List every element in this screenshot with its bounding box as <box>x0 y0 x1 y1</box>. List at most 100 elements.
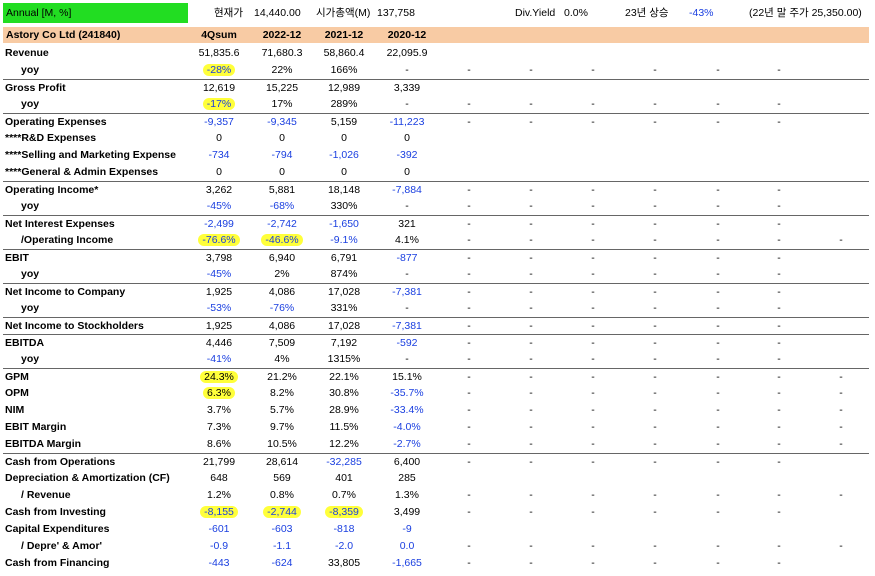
value-cell[interactable]: -734 <box>188 147 250 164</box>
value-cell[interactable]: -17% <box>188 96 250 113</box>
value-cell[interactable]: 17,028 <box>313 318 375 335</box>
value-cell[interactable]: 18,148 <box>313 182 375 199</box>
value-cell[interactable]: -603 <box>251 521 313 538</box>
value-cell[interactable]: -392 <box>376 147 438 164</box>
value-cell[interactable]: 15.1% <box>376 369 438 386</box>
value-cell[interactable]: 22.1% <box>313 369 375 386</box>
value-cell[interactable]: 7.3% <box>188 419 250 436</box>
value-cell[interactable]: 1,925 <box>188 284 250 301</box>
value-cell[interactable]: -32,285 <box>313 454 375 471</box>
value-cell[interactable]: 22,095.9 <box>376 45 438 62</box>
value-cell[interactable]: - <box>376 62 438 79</box>
value-cell[interactable]: 9.7% <box>251 419 313 436</box>
value-cell[interactable]: 6,400 <box>376 454 438 471</box>
value-cell[interactable]: 22% <box>251 62 313 79</box>
value-cell[interactable]: 3,798 <box>188 250 250 267</box>
value-cell[interactable]: 2% <box>251 266 313 283</box>
table-row[interactable]: Operating Income* 3,262 5,881 18,148 -7,884 -… <box>3 181 869 198</box>
value-cell[interactable]: 0 <box>251 130 313 147</box>
value-cell[interactable]: -8,155 <box>188 504 250 521</box>
value-cell[interactable]: - <box>376 96 438 113</box>
value-cell[interactable]: 0 <box>376 164 438 181</box>
value-cell[interactable]: 166% <box>313 62 375 79</box>
value-cell[interactable]: -794 <box>251 147 313 164</box>
value-cell[interactable]: 17,028 <box>313 284 375 301</box>
value-cell[interactable]: 21.2% <box>251 369 313 386</box>
table-row[interactable]: yoy -45% -68% 330% - - - - - - - <box>3 198 869 215</box>
value-cell[interactable]: -76.6% <box>188 232 250 249</box>
value-cell[interactable]: - <box>376 266 438 283</box>
value-cell[interactable]: -9,345 <box>251 114 313 131</box>
period-label[interactable]: Annual [M, %] <box>3 3 188 23</box>
value-cell[interactable]: 11.5% <box>313 419 375 436</box>
value-cell[interactable]: -2.0 <box>313 538 375 555</box>
value-cell[interactable]: 12,619 <box>188 80 250 97</box>
table-row[interactable]: ****R&D Expenses 0 0 0 0 <box>3 130 869 147</box>
table-row[interactable]: Gross Profit 12,619 15,225 12,989 3,339 <box>3 79 869 96</box>
table-row[interactable]: EBIT Margin 7.3% 9.7% 11.5% -4.0% - - - - - - - <box>3 419 869 436</box>
value-cell[interactable]: 0 <box>313 164 375 181</box>
value-cell[interactable]: -1,026 <box>313 147 375 164</box>
value-cell[interactable]: 4,086 <box>251 284 313 301</box>
value-cell[interactable]: -1,650 <box>313 216 375 233</box>
table-row[interactable]: EBITDA Margin 8.6% 10.5% 12.2% -2.7% - - - - - - - <box>3 436 869 453</box>
value-cell[interactable]: -2.7% <box>376 436 438 453</box>
value-cell[interactable]: 4,086 <box>251 318 313 335</box>
value-cell[interactable]: 8.2% <box>251 385 313 402</box>
value-cell[interactable]: 3,499 <box>376 504 438 521</box>
value-cell[interactable]: - <box>376 198 438 215</box>
value-cell[interactable]: 648 <box>188 470 250 487</box>
value-cell[interactable]: 5,881 <box>251 182 313 199</box>
value-cell[interactable]: -68% <box>251 198 313 215</box>
value-cell[interactable]: -2,742 <box>251 216 313 233</box>
value-cell[interactable]: -46.6% <box>251 232 313 249</box>
value-cell[interactable]: 5.7% <box>251 402 313 419</box>
value-cell[interactable]: - <box>376 351 438 368</box>
value-cell[interactable]: -9.1% <box>313 232 375 249</box>
value-cell[interactable]: 321 <box>376 216 438 233</box>
value-cell[interactable]: -7,884 <box>376 182 438 199</box>
value-cell[interactable]: 21,799 <box>188 454 250 471</box>
value-cell[interactable]: -818 <box>313 521 375 538</box>
value-cell[interactable]: -76% <box>251 300 313 317</box>
table-row[interactable]: Net Interest Expenses -2,499 -2,742 -1,650 3… <box>3 215 869 232</box>
value-cell[interactable]: 5,159 <box>313 114 375 131</box>
table-row[interactable]: Cash from Operations 21,799 28,614 -32,285 6… <box>3 453 869 470</box>
value-cell[interactable]: 285 <box>376 470 438 487</box>
table-row[interactable]: yoy -17% 17% 289% - - - - - - - <box>3 96 869 113</box>
value-cell[interactable]: 4.1% <box>376 232 438 249</box>
value-cell[interactable]: 401 <box>313 470 375 487</box>
value-cell[interactable]: 0.8% <box>251 487 313 504</box>
value-cell[interactable]: -624 <box>251 555 313 572</box>
table-row[interactable]: /Operating Income -76.6% -46.6% -9.1% 4.1% - -… <box>3 232 869 249</box>
value-cell[interactable]: -8,359 <box>313 504 375 521</box>
value-cell[interactable]: 0 <box>188 164 250 181</box>
value-cell[interactable]: 58,860.4 <box>313 45 375 62</box>
value-cell[interactable]: 331% <box>313 300 375 317</box>
value-cell[interactable]: 15,225 <box>251 80 313 97</box>
value-cell[interactable]: -4.0% <box>376 419 438 436</box>
value-cell[interactable]: 289% <box>313 96 375 113</box>
table-row[interactable]: Net Income to Stockholders 1,925 4,086 17,0… <box>3 317 869 334</box>
value-cell[interactable]: -1.1 <box>251 538 313 555</box>
value-cell[interactable]: 3,262 <box>188 182 250 199</box>
value-cell[interactable]: -35.7% <box>376 385 438 402</box>
table-row[interactable]: EBITDA 4,446 7,509 7,192 -592 - - - - - - <box>3 334 869 351</box>
value-cell[interactable]: 6,791 <box>313 250 375 267</box>
table-row[interactable]: GPM 24.3% 21.2% 22.1% 15.1% - - - - - - - <box>3 368 869 385</box>
value-cell[interactable]: -33.4% <box>376 402 438 419</box>
table-row[interactable]: NIM 3.7% 5.7% 28.9% -33.4% - - - - - - - <box>3 402 869 419</box>
value-cell[interactable]: -9 <box>376 521 438 538</box>
value-cell[interactable]: -2,744 <box>251 504 313 521</box>
value-cell[interactable]: -41% <box>188 351 250 368</box>
value-cell[interactable]: 28,614 <box>251 454 313 471</box>
value-cell[interactable]: -45% <box>188 266 250 283</box>
value-cell[interactable]: 28.9% <box>313 402 375 419</box>
table-row[interactable]: / Depre' & Amor' -0.9 -1.1 -2.0 0.0 - - - - - - - <box>3 538 869 555</box>
table-row[interactable]: Revenue 51,835.6 71,680.3 58,860.4 22,095.9 <box>3 45 869 62</box>
value-cell[interactable]: 1.3% <box>376 487 438 504</box>
value-cell[interactable]: 3.7% <box>188 402 250 419</box>
value-cell[interactable]: - <box>376 300 438 317</box>
value-cell[interactable]: 0 <box>251 164 313 181</box>
value-cell[interactable]: -592 <box>376 335 438 352</box>
